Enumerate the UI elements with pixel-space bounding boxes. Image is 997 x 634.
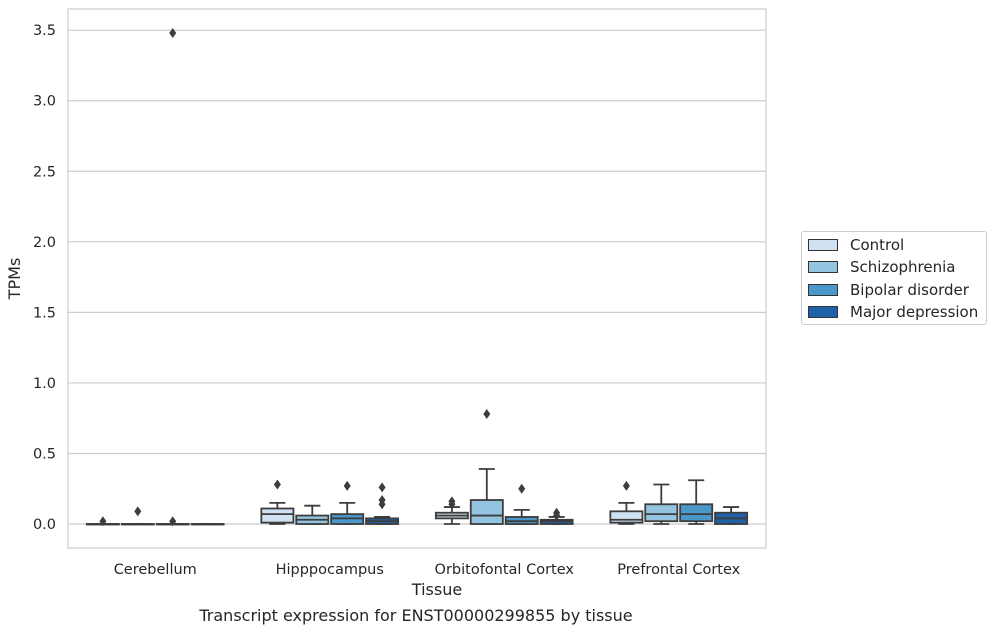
- box: [609, 510, 644, 524]
- outlier-point: [483, 408, 491, 419]
- legend-item-schizophrenia: Schizophrenia: [808, 258, 955, 276]
- outlier-point: [169, 27, 177, 38]
- y-tick-label: 2.5: [33, 164, 56, 180]
- y-tick-label: 3.5: [33, 23, 56, 39]
- outlier-point: [378, 499, 386, 510]
- x-tick-label: Hipppocampus: [276, 562, 384, 578]
- y-tick-label: 2.0: [33, 235, 56, 251]
- x-tick-label: Orbitofontal Cortex: [435, 562, 575, 578]
- legend-swatch-major-depression: [808, 306, 838, 318]
- outlier-point: [343, 480, 351, 491]
- y-tick-label: 3.0: [33, 94, 56, 110]
- legend-item-major-depression: Major depression: [808, 303, 978, 321]
- outlier-point: [378, 482, 386, 493]
- y-tick-label: 0.5: [33, 446, 56, 462]
- box: [469, 499, 504, 525]
- x-tick-label: Cerebellum: [114, 562, 197, 578]
- outlier-point: [99, 516, 107, 527]
- legend-swatch-schizophrenia: [808, 261, 838, 273]
- chart-title: Transcript expression for ENST0000029985…: [199, 606, 633, 625]
- y-axis-label: TPMs: [5, 258, 24, 301]
- legend-item-bipolar: Bipolar disorder: [808, 281, 969, 299]
- outlier-point: [273, 479, 281, 490]
- y-tick-label: 1.5: [33, 305, 56, 321]
- plot-frame: [67, 8, 767, 549]
- legend-item-control: Control: [808, 236, 904, 254]
- outlier-point: [518, 483, 526, 494]
- outlier-point: [134, 506, 142, 517]
- outlier-point: [169, 516, 177, 527]
- outlier-point: [553, 510, 561, 521]
- box: [644, 503, 679, 523]
- legend-swatch-bipolar: [808, 284, 838, 296]
- grid-lines: [68, 29, 766, 525]
- y-tick-labels: 0.0 0.5 1.0 1.5 2.0 2.5 3.0 3.5: [33, 23, 56, 533]
- x-axis-label: Tissue: [411, 580, 462, 599]
- box: [260, 507, 295, 524]
- legend-label-control: Control: [850, 236, 905, 254]
- y-tick-label: 1.0: [33, 376, 56, 392]
- y-tick-label: 0.0: [33, 517, 56, 533]
- outlier-point: [448, 499, 456, 510]
- legend: Control Schizophrenia Bipolar disorder M…: [801, 231, 987, 325]
- legend-label-bipolar: Bipolar disorder: [850, 281, 969, 299]
- boxes-layer: [85, 27, 749, 527]
- x-tick-labels: Cerebellum Hipppocampus Orbitofontal Corte…: [114, 562, 741, 578]
- box: [679, 503, 714, 523]
- outlier-point: [622, 480, 630, 491]
- legend-label-major-depression: Major depression: [850, 303, 979, 321]
- x-tick-label: Prefrontal Cortex: [617, 562, 740, 578]
- legend-swatch-control: [808, 239, 838, 251]
- legend-label-schizophrenia: Schizophrenia: [850, 258, 956, 276]
